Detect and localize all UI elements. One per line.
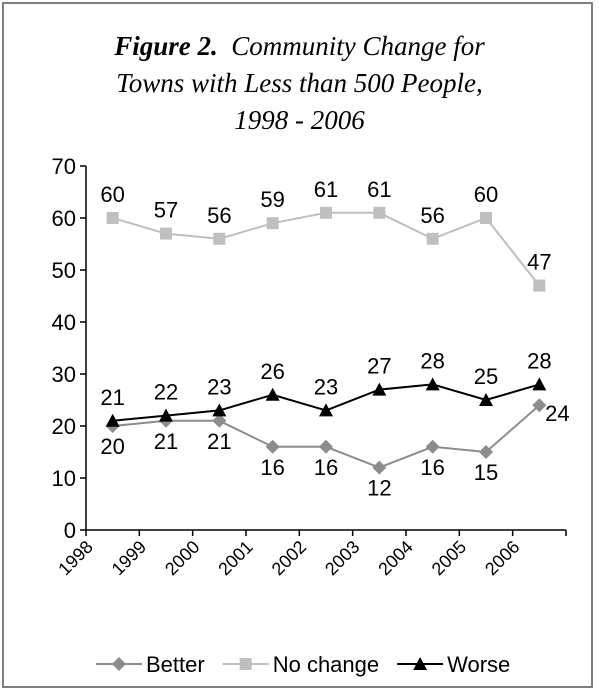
x-tick-label: 2004 bbox=[374, 537, 416, 579]
data-point-better bbox=[479, 445, 493, 459]
data-point-no-change bbox=[480, 212, 492, 224]
y-tick-label: 50 bbox=[52, 258, 76, 283]
x-tick-label: 2001 bbox=[214, 537, 256, 579]
x-tick-label: 2002 bbox=[268, 537, 310, 579]
data-label-no-change: 56 bbox=[207, 203, 231, 228]
data-point-no-change bbox=[213, 232, 226, 245]
data-point-better bbox=[319, 439, 333, 454]
data-label-no-change: 60 bbox=[474, 182, 498, 207]
data-point-no-change bbox=[533, 279, 546, 292]
data-point-worse bbox=[159, 408, 173, 422]
data-point-worse bbox=[212, 403, 227, 417]
data-label-no-change: 57 bbox=[154, 198, 178, 223]
y-tick-label: 0 bbox=[64, 518, 76, 543]
data-label-better: 21 bbox=[154, 429, 178, 454]
data-point-better bbox=[265, 439, 280, 454]
data-label-better: 16 bbox=[314, 455, 338, 480]
legend-marker-no-change bbox=[239, 658, 252, 670]
data-label-better: 21 bbox=[207, 429, 231, 454]
data-label-better: 24 bbox=[545, 401, 569, 426]
data-label-no-change: 61 bbox=[367, 177, 391, 202]
y-tick-label: 70 bbox=[52, 154, 76, 179]
data-label-worse: 23 bbox=[207, 374, 231, 399]
data-label-worse: 22 bbox=[154, 380, 178, 405]
data-label-no-change: 61 bbox=[314, 177, 338, 202]
data-point-better bbox=[372, 460, 387, 475]
y-tick-label: 60 bbox=[52, 206, 76, 231]
data-label-no-change: 59 bbox=[260, 187, 284, 212]
data-point-better bbox=[425, 439, 440, 454]
data-point-worse bbox=[479, 393, 493, 406]
data-label-worse: 28 bbox=[420, 348, 444, 373]
data-point-worse bbox=[105, 413, 120, 427]
data-point-better bbox=[532, 398, 547, 413]
data-point-worse bbox=[319, 403, 333, 417]
data-label-worse: 26 bbox=[260, 359, 284, 384]
data-point-no-change bbox=[106, 212, 119, 224]
data-label-no-change: 47 bbox=[527, 250, 551, 275]
data-point-better bbox=[212, 413, 227, 428]
legend-marker-worse bbox=[413, 657, 428, 670]
y-tick-label: 40 bbox=[52, 310, 76, 335]
data-point-worse bbox=[425, 377, 440, 391]
legend-marker-better bbox=[112, 657, 126, 671]
data-point-worse bbox=[532, 377, 547, 391]
x-tick-label: 1999 bbox=[108, 537, 150, 579]
data-point-worse bbox=[265, 387, 280, 401]
data-label-worse: 27 bbox=[367, 354, 391, 379]
y-tick-label: 20 bbox=[52, 414, 76, 439]
title-line-2: Towns with Less than 500 People, bbox=[116, 68, 483, 98]
data-point-no-change bbox=[320, 206, 332, 219]
x-tick-label: 2005 bbox=[428, 537, 470, 579]
data-label-no-change: 56 bbox=[420, 203, 444, 228]
x-tick-label: 2000 bbox=[161, 537, 203, 579]
legend-label-no-change: No change bbox=[273, 652, 379, 677]
data-label-worse: 23 bbox=[314, 374, 338, 399]
chart-title: Figure 2. Community Change for Towns wit… bbox=[0, 28, 599, 139]
series-line-no-change bbox=[112, 211, 541, 287]
data-label-worse: 21 bbox=[100, 385, 124, 410]
data-point-no-change bbox=[373, 206, 386, 219]
data-point-no-change bbox=[266, 217, 279, 230]
data-label-better: 15 bbox=[474, 460, 498, 485]
data-point-no-change bbox=[160, 227, 172, 240]
legend-label-worse: Worse bbox=[447, 652, 510, 677]
data-label-better: 12 bbox=[367, 476, 391, 501]
legend-label-better: Better bbox=[146, 652, 205, 677]
data-label-better: 16 bbox=[260, 455, 284, 480]
data-label-better: 20 bbox=[100, 434, 124, 459]
data-label-better: 16 bbox=[420, 455, 444, 480]
data-label-worse: 28 bbox=[527, 348, 551, 373]
data-label-no-change: 60 bbox=[100, 182, 124, 207]
y-tick-label: 30 bbox=[52, 362, 76, 387]
x-tick-label: 2003 bbox=[321, 537, 363, 579]
title-line-1: Community Change for bbox=[231, 31, 485, 61]
x-tick-label: 1998 bbox=[54, 537, 96, 579]
title-line-3: 1998 - 2006 bbox=[234, 105, 365, 135]
data-point-worse bbox=[372, 382, 387, 396]
title-figure-number: Figure 2. bbox=[114, 31, 218, 61]
chart-frame bbox=[2, 2, 593, 688]
data-label-worse: 25 bbox=[474, 364, 498, 389]
y-tick-label: 10 bbox=[52, 466, 76, 491]
x-tick-label: 2006 bbox=[481, 537, 523, 579]
data-point-no-change bbox=[426, 232, 439, 245]
